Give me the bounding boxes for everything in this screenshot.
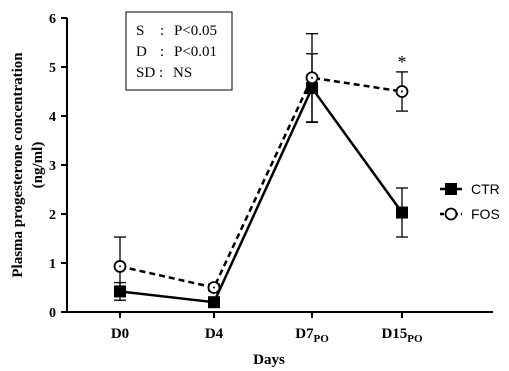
x-axis-title: Days — [253, 352, 285, 368]
stats-box: S : P<0.05 D : P<0.01 SD : NS — [125, 11, 233, 91]
stats-row-s-sep: : — [160, 23, 164, 39]
stats-row-d-key: D — [136, 44, 147, 60]
y-tick-label: 0 — [49, 306, 56, 321]
x-tick-label: D0 — [111, 326, 129, 342]
y-tick-label: 6 — [49, 12, 56, 27]
x-tick-label-subscript: PO — [407, 333, 423, 345]
stats-row-s-value: P<0.05 — [174, 23, 217, 39]
series-ctr — [114, 53, 408, 309]
data-point-center — [213, 286, 215, 289]
axes: 0 1 2 3 4 5 6 D0 D4 D7PO D15PO — [49, 12, 493, 345]
series-layer: * — [113, 33, 409, 309]
stats-row-sd-key: SD — [136, 65, 155, 81]
significance-asterisk: * — [398, 52, 407, 72]
x-tick-label: D15PO — [381, 326, 423, 345]
legend: CTR FOS — [440, 181, 500, 222]
y-tick-label: 5 — [49, 61, 56, 76]
data-point — [208, 296, 220, 309]
data-point — [396, 206, 408, 219]
y-tick-label: 3 — [49, 159, 56, 174]
data-point-center — [311, 76, 313, 79]
legend-marker — [444, 207, 458, 221]
data-point-center — [401, 90, 403, 93]
stats-row-s-key: S — [136, 23, 144, 39]
y-axis-title-line1: Plasma progesterone concentration — [10, 52, 26, 278]
x-tick-label-subscript: PO — [314, 333, 330, 345]
data-point-center — [119, 265, 121, 268]
series-line-fos — [119, 76, 403, 289]
legend-item-ctr: CTR — [440, 181, 500, 197]
stats-row-d-sep: : — [160, 44, 164, 60]
legend-label: FOS — [471, 206, 500, 222]
x-tick-label: D4 — [205, 326, 224, 342]
y-tick-label: 2 — [49, 208, 56, 223]
stats-box-frame — [125, 11, 233, 91]
x-tick-label: D7PO — [295, 326, 329, 345]
y-axis-title-line2: (ng/ml) — [30, 142, 46, 189]
legend-label: CTR — [471, 181, 500, 197]
y-tick-label: 4 — [49, 110, 56, 125]
series-fos — [113, 33, 409, 297]
stats-row-sd-sep: : — [159, 65, 163, 81]
y-tick-label: 1 — [49, 257, 56, 272]
series-line-ctr — [119, 85, 404, 304]
legend-marker — [445, 183, 457, 195]
legend-item-fos: FOS — [440, 206, 500, 222]
stats-row-sd-value: NS — [173, 65, 192, 81]
stats-row-d-value: P<0.01 — [174, 44, 217, 60]
y-axis-title: Plasma progesterone concentration (ng/ml… — [10, 52, 46, 278]
